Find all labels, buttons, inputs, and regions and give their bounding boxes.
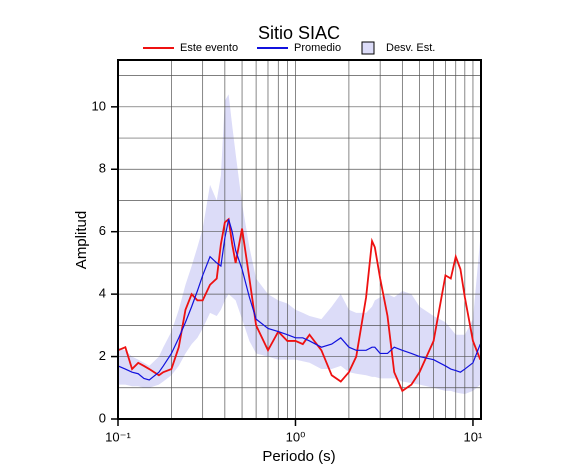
y-tick-label: 6 [99,223,106,238]
x-tick-label: 10¹ [464,429,483,444]
x-axis-label: Periodo (s) [262,448,335,465]
plot-frame [117,59,482,420]
legend-swatch [361,41,375,55]
legend-label: Este evento [180,42,238,54]
legend-label: Desv. Est. [386,42,435,54]
x-tick-label: 10⁻¹ [105,429,131,444]
y-tick-label: 8 [99,161,106,176]
y-tick-label: 0 [99,410,106,425]
y-tick-label: 4 [99,286,106,301]
legend-label: Promedio [294,42,341,54]
y-tick-label: 10 [92,98,106,113]
y-axis-label: Amplitud [73,211,90,269]
chart-title: Sitio SIAC [258,23,340,43]
series-line [117,217,482,393]
y-tick-label: 2 [99,348,106,363]
series-line [117,219,481,381]
x-tick-label: 10⁰ [286,429,306,444]
std-band [118,94,481,395]
